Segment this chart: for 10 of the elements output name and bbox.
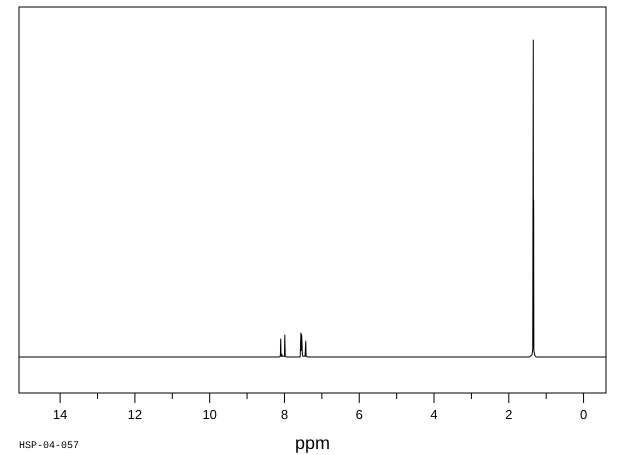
x-tick-label: 14 — [52, 407, 68, 422]
text: HSP-04-057 — [19, 441, 80, 452]
x-axis-title: ppm — [294, 433, 330, 453]
x-tick-label: 4 — [430, 407, 438, 422]
x-tick-label: 12 — [128, 407, 142, 422]
x-tick-label: 0 — [580, 407, 588, 422]
x-tick-label: 2 — [505, 407, 512, 422]
x-tick-label: 8 — [280, 407, 288, 422]
x-tick-label: 10 — [202, 407, 217, 422]
x-tick-label: 6 — [356, 407, 363, 422]
